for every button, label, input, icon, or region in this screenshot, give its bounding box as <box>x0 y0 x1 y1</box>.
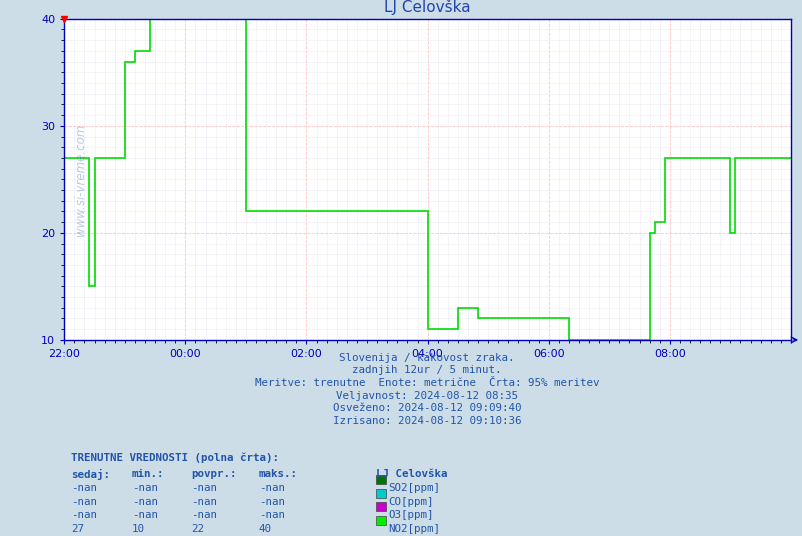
Text: O3[ppm]: O3[ppm] <box>387 510 433 520</box>
Text: Veljavnost: 2024-08-12 08:35: Veljavnost: 2024-08-12 08:35 <box>336 391 517 400</box>
Text: Osveženo: 2024-08-12 09:09:40: Osveženo: 2024-08-12 09:09:40 <box>333 403 520 413</box>
Text: LJ Celovška: LJ Celovška <box>376 470 448 479</box>
Bar <box>376 475 385 484</box>
Text: -nan: -nan <box>191 496 217 507</box>
Text: -nan: -nan <box>258 510 285 520</box>
Text: TRENUTNE VREDNOSTI (polna črta):: TRENUTNE VREDNOSTI (polna črta): <box>71 453 279 463</box>
Text: sedaj:: sedaj: <box>71 470 111 480</box>
Bar <box>376 516 385 525</box>
Text: Slovenija / kakovost zraka.: Slovenija / kakovost zraka. <box>339 353 514 362</box>
Text: -nan: -nan <box>191 510 217 520</box>
Text: -nan: -nan <box>71 510 97 520</box>
Text: -nan: -nan <box>258 496 285 507</box>
Text: 22: 22 <box>191 524 204 534</box>
Text: -nan: -nan <box>191 483 217 493</box>
Text: NO2[ppm]: NO2[ppm] <box>387 524 439 534</box>
Bar <box>376 489 385 497</box>
Text: -nan: -nan <box>132 483 158 493</box>
Text: min.:: min.: <box>132 470 164 479</box>
Text: Izrisano: 2024-08-12 09:10:36: Izrisano: 2024-08-12 09:10:36 <box>333 416 520 426</box>
Text: 10: 10 <box>132 524 145 534</box>
Text: -nan: -nan <box>258 483 285 493</box>
Text: Meritve: trenutne  Enote: metrične  Črta: 95% meritev: Meritve: trenutne Enote: metrične Črta: … <box>254 378 598 388</box>
Text: -nan: -nan <box>71 496 97 507</box>
Text: SO2[ppm]: SO2[ppm] <box>387 483 439 493</box>
Text: www.si-vreme.com: www.si-vreme.com <box>74 123 87 235</box>
Text: 27: 27 <box>71 524 84 534</box>
Text: povpr.:: povpr.: <box>191 470 236 479</box>
Text: -nan: -nan <box>71 483 97 493</box>
Title: LJ Celovška: LJ Celovška <box>384 0 470 15</box>
Text: maks.:: maks.: <box>258 470 298 479</box>
Text: zadnjih 12ur / 5 minut.: zadnjih 12ur / 5 minut. <box>352 365 501 375</box>
Text: CO[ppm]: CO[ppm] <box>387 496 433 507</box>
Text: 40: 40 <box>258 524 271 534</box>
Text: -nan: -nan <box>132 496 158 507</box>
Text: -nan: -nan <box>132 510 158 520</box>
Bar <box>376 502 385 511</box>
